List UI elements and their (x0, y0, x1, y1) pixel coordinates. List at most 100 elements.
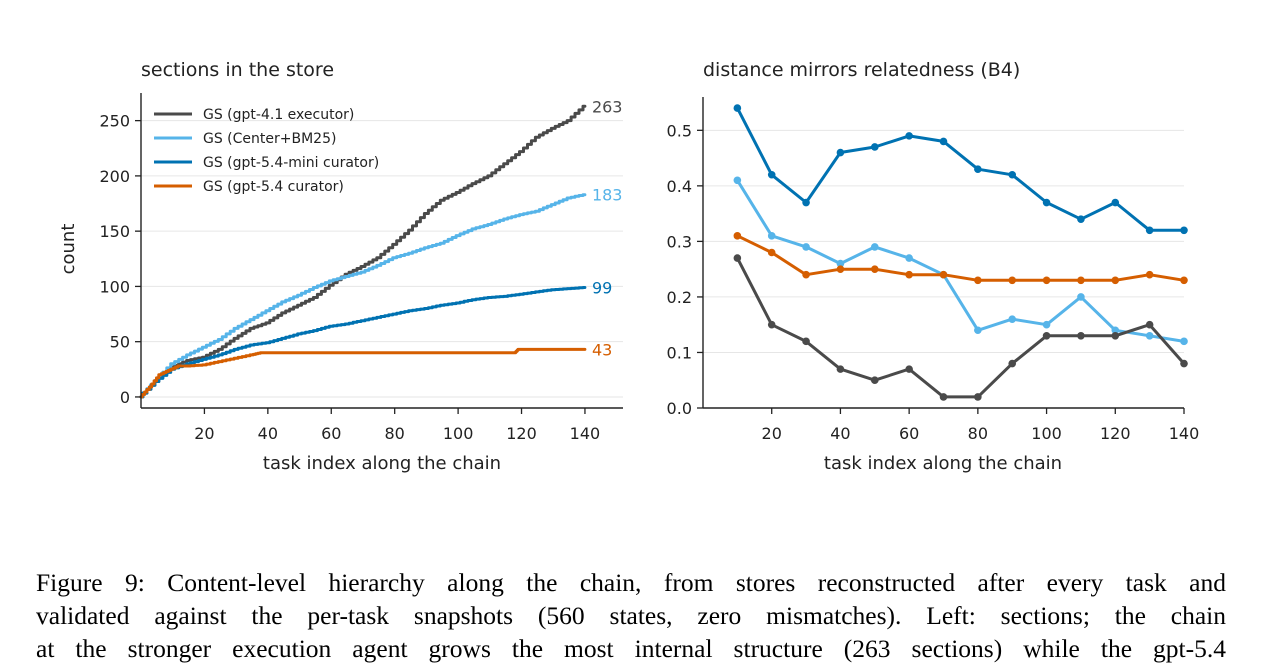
caption-line: Figure 9: Content-level hierarchy along … (36, 568, 1226, 597)
series-end-label: 183 (592, 186, 623, 205)
x-tick-label: 40 (830, 424, 850, 443)
x-tick-label: 40 (258, 424, 278, 443)
series-line (139, 286, 587, 399)
data-point (802, 198, 810, 207)
right-chart: distance mirrors relatedness (B4) 0.0 0.1… (667, 59, 1200, 474)
caption-line: at the stronger execution agent grows th… (36, 634, 1226, 663)
right-grid (703, 129, 1184, 409)
legend-label: GS (gpt-4.1 executor) (203, 107, 354, 123)
x-tick-label: 80 (385, 424, 405, 443)
data-point (905, 365, 913, 373)
data-point (1111, 276, 1120, 285)
data-point (1042, 276, 1051, 285)
left-chart-title: sections in the store (141, 59, 334, 81)
x-tick-label: 80 (968, 424, 988, 443)
data-point (1180, 359, 1188, 368)
data-point (1180, 337, 1188, 346)
series-line (735, 106, 1186, 232)
data-point (1077, 276, 1085, 285)
series-end-label: 99 (592, 279, 612, 298)
data-point (1008, 315, 1017, 323)
data-point (1077, 215, 1085, 223)
y-tick-label: 200 (99, 167, 130, 186)
data-point (767, 232, 776, 240)
right-chart-title: distance mirrors relatedness (B4) (703, 59, 1020, 81)
data-point (1180, 276, 1188, 285)
data-point (939, 393, 948, 401)
left-y-axis-label: count (58, 224, 79, 275)
data-point (836, 148, 845, 157)
data-point (836, 259, 845, 268)
legend-label: GS (Center+BM25) (203, 131, 336, 147)
left-x-axis-label: task index along the chain (263, 453, 501, 474)
series-line (139, 347, 587, 399)
data-point (939, 270, 948, 279)
data-point (1111, 198, 1120, 207)
y-tick-label: 0.2 (667, 288, 692, 307)
data-point (733, 254, 742, 262)
y-tick-label: 150 (99, 222, 130, 241)
data-point (1008, 170, 1017, 179)
data-point (733, 176, 742, 185)
data-point (802, 337, 810, 346)
data-point (1042, 320, 1051, 329)
data-point (974, 393, 982, 401)
x-tick-label: 100 (1031, 424, 1062, 443)
y-tick-label: 0.0 (667, 399, 692, 418)
series-line (735, 256, 1186, 399)
x-tick-label: 20 (762, 424, 782, 443)
data-point (974, 326, 982, 335)
data-point (905, 132, 913, 140)
data-point (1111, 332, 1120, 340)
data-point (1077, 332, 1085, 340)
x-tick-label: 120 (506, 424, 537, 443)
data-point (836, 265, 845, 273)
y-tick-label: 0.5 (667, 121, 692, 140)
data-point (870, 265, 879, 273)
data-point (767, 170, 776, 179)
y-tick-label: 50 (110, 333, 130, 352)
right-x-axis-label: task index along the chain (824, 453, 1062, 474)
data-point (836, 365, 845, 373)
y-tick-label: 100 (99, 277, 130, 296)
series-line (735, 178, 1186, 343)
left-grid (141, 120, 623, 398)
left-series-group: 263 183 99 43 (139, 97, 623, 399)
left-axes: 0 50 100 150 200 250 20 40 60 80 100 120 140 (99, 93, 623, 443)
figure: sections in the store 263 183 99 43 0 50 100 1… (58, 59, 1200, 474)
data-point (1008, 276, 1017, 285)
y-tick-label: 0 (120, 388, 130, 407)
data-point (870, 243, 879, 251)
data-point (939, 137, 948, 146)
data-point (905, 254, 913, 262)
data-point (802, 270, 810, 279)
y-tick-label: 0.3 (667, 232, 692, 251)
x-tick-label: 140 (1169, 424, 1200, 443)
data-point (767, 320, 776, 329)
y-tick-label: 250 (99, 112, 130, 131)
x-tick-label: 60 (321, 424, 341, 443)
x-tick-label: 140 (570, 424, 601, 443)
x-tick-label: 100 (443, 424, 474, 443)
legend-label: GS (gpt-5.4-mini curator) (203, 155, 379, 171)
left-chart: sections in the store 263 183 99 43 0 50 100 1… (58, 59, 623, 474)
caption-line: validated against the per-task snapshots… (36, 601, 1226, 630)
data-point (1042, 332, 1051, 340)
y-tick-label: 0.4 (667, 177, 692, 196)
data-point (1145, 270, 1154, 279)
data-point (733, 232, 742, 240)
data-point (1145, 332, 1154, 340)
data-point (974, 276, 982, 285)
series-end-label: 43 (592, 340, 612, 359)
series-line (139, 193, 587, 399)
data-point (1008, 359, 1017, 368)
data-point (767, 248, 776, 257)
data-point (905, 270, 913, 279)
right-series-group (733, 104, 1188, 401)
right-axes: 0.0 0.1 0.2 0.3 0.4 0.5 20 40 60 80 100 120 140 (667, 97, 1200, 443)
x-tick-label: 20 (194, 424, 214, 443)
data-point (733, 104, 742, 112)
left-legend: GS (gpt-4.1 executor) GS (Center+BM25) GS … (154, 107, 379, 195)
data-point (1077, 293, 1085, 301)
data-point (1145, 226, 1154, 235)
